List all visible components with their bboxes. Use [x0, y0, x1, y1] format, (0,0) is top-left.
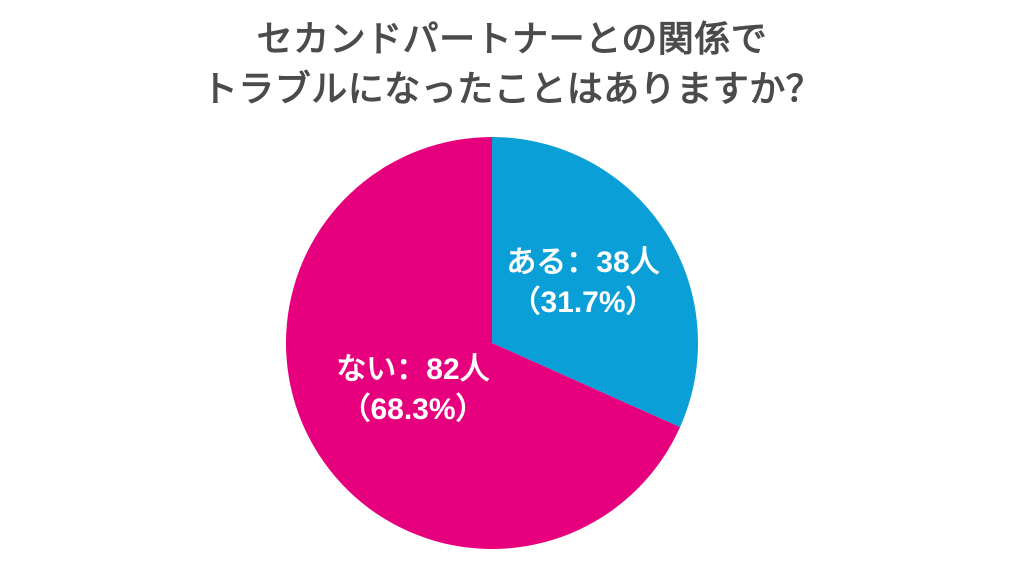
pie-chart-svg	[286, 137, 698, 549]
pie-slice-nai[interactable]	[286, 137, 681, 549]
pie-slice-aru[interactable]	[492, 137, 698, 428]
page-title: セカンドパートナーとの関係で トラブルになったことはありますか？	[0, 14, 1024, 114]
page-title-line-1: セカンドパートナーとの関係で	[256, 18, 768, 59]
page-title-line-2: トラブルになったことはありますか？	[201, 68, 823, 109]
pie-chart	[286, 137, 698, 549]
